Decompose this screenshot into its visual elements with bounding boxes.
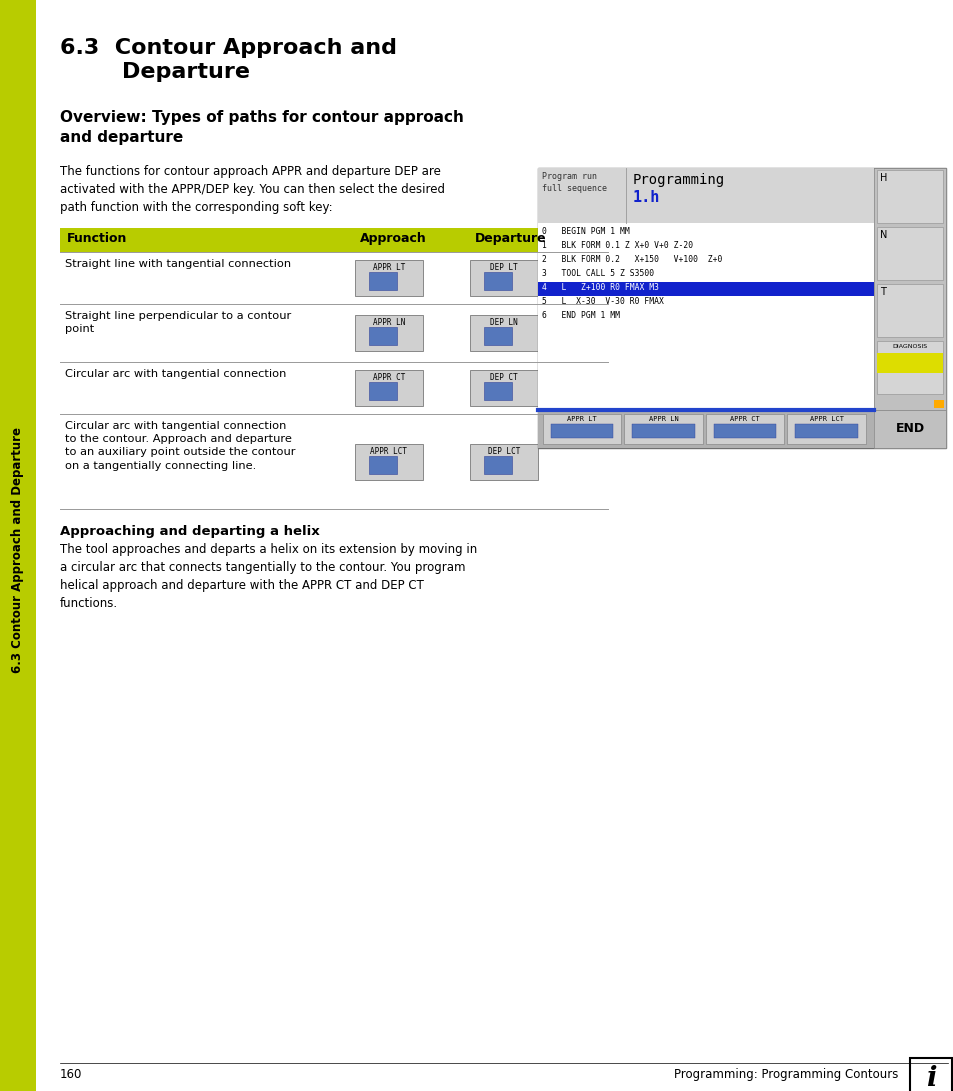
Text: Straight line perpendicular to a contour
point: Straight line perpendicular to a contour… (65, 311, 291, 334)
Bar (537, 410, 873, 448)
Text: DEP CT: DEP CT (490, 373, 517, 382)
Text: i: i (924, 1066, 935, 1091)
Text: 6.3  Contour Approach and: 6.3 Contour Approach and (60, 38, 396, 58)
Text: H: H (879, 173, 886, 183)
Text: END: END (895, 422, 923, 435)
Text: Approach: Approach (359, 232, 426, 245)
Text: APPR CT: APPR CT (373, 373, 405, 382)
Bar (470, 370, 537, 406)
Text: DEP LT: DEP LT (490, 263, 517, 272)
Text: N: N (879, 230, 886, 240)
Text: APPR LN: APPR LN (373, 317, 405, 327)
Text: Programming: Programming (633, 173, 724, 187)
Text: APPR LN: APPR LN (648, 416, 678, 422)
Bar (355, 260, 422, 296)
Text: APPR LCT: APPR LCT (809, 416, 842, 422)
Bar (624, 413, 702, 444)
Bar (713, 424, 776, 437)
Text: 1.h: 1.h (633, 190, 659, 205)
Text: The functions for contour approach APPR and departure DEP are
activated with the: The functions for contour approach APPR … (60, 165, 444, 214)
Text: APPR LT: APPR LT (373, 263, 405, 272)
Bar (369, 272, 396, 290)
Text: 6   END PGM 1 MM: 6 END PGM 1 MM (541, 311, 619, 320)
FancyBboxPatch shape (909, 1058, 951, 1091)
Bar (369, 327, 396, 345)
Bar (933, 400, 943, 408)
Text: Circular arc with tangential connection: Circular arc with tangential connection (65, 369, 286, 379)
Bar (60, 228, 607, 252)
Bar (537, 168, 945, 448)
Text: The tool approaches and departs a helix on its extension by moving in
a circular: The tool approaches and departs a helix … (60, 543, 476, 610)
Text: T: T (879, 287, 885, 297)
Bar (470, 260, 537, 296)
Bar (483, 272, 512, 290)
Bar (876, 341, 942, 394)
Text: Program run: Program run (541, 172, 597, 181)
Bar (537, 281, 873, 296)
Text: DEP LN: DEP LN (490, 317, 517, 327)
Bar (537, 168, 873, 223)
Text: 6.3 Contour Approach and Departure: 6.3 Contour Approach and Departure (11, 427, 25, 673)
Bar (483, 327, 512, 345)
Bar (355, 315, 422, 351)
Text: Approaching and departing a helix: Approaching and departing a helix (60, 525, 319, 538)
Bar (705, 413, 783, 444)
Text: Overview: Types of paths for contour approach
and departure: Overview: Types of paths for contour app… (60, 110, 463, 145)
Text: Circular arc with tangential connection
to the contour. Approach and departure
t: Circular arc with tangential connection … (65, 421, 295, 470)
Text: APPR LT: APPR LT (567, 416, 597, 422)
Text: 2   BLK FORM 0.2   X+150   V+100  Z+0: 2 BLK FORM 0.2 X+150 V+100 Z+0 (541, 255, 721, 264)
Bar (369, 456, 396, 473)
Text: DEP LCT: DEP LCT (487, 446, 519, 456)
Bar (786, 413, 865, 444)
Bar (369, 382, 396, 400)
Bar (355, 370, 422, 406)
Bar (795, 424, 857, 437)
Text: APPR CT: APPR CT (730, 416, 760, 422)
Bar (876, 170, 942, 223)
Text: Programming: Programming Contours: Programming: Programming Contours (673, 1068, 897, 1081)
Text: 5   L  X-30  V-30 R0 FMAX: 5 L X-30 V-30 R0 FMAX (541, 297, 663, 305)
Bar (470, 315, 537, 351)
Bar (876, 227, 942, 280)
Bar (542, 413, 620, 444)
Bar (632, 424, 695, 437)
Text: 4   L   Z+100 R0 FMAX M3: 4 L Z+100 R0 FMAX M3 (541, 283, 659, 292)
Bar (355, 444, 422, 480)
Text: APPR LCT: APPR LCT (370, 446, 407, 456)
Text: Straight line with tangential connection: Straight line with tangential connection (65, 259, 291, 269)
Text: Function: Function (67, 232, 128, 245)
Text: 160: 160 (60, 1068, 82, 1081)
Bar (0, 0, 36, 1091)
Bar (483, 456, 512, 473)
Bar (873, 168, 945, 410)
Bar (483, 382, 512, 400)
Text: 1   BLK FORM 0.1 Z X+0 V+0 Z-20: 1 BLK FORM 0.1 Z X+0 V+0 Z-20 (541, 241, 693, 250)
Text: Departure: Departure (60, 62, 250, 82)
Text: 0   BEGIN PGM 1 MM: 0 BEGIN PGM 1 MM (541, 227, 629, 236)
Bar (551, 424, 613, 437)
Bar (876, 284, 942, 337)
Bar (873, 410, 945, 448)
Text: Departure: Departure (475, 232, 546, 245)
Bar (537, 223, 873, 410)
Bar (470, 444, 537, 480)
Text: 3   TOOL CALL 5 Z S3500: 3 TOOL CALL 5 Z S3500 (541, 269, 654, 278)
Text: full sequence: full sequence (541, 184, 606, 193)
Bar (876, 353, 942, 373)
Text: DIAGNOSIS: DIAGNOSIS (891, 344, 926, 349)
